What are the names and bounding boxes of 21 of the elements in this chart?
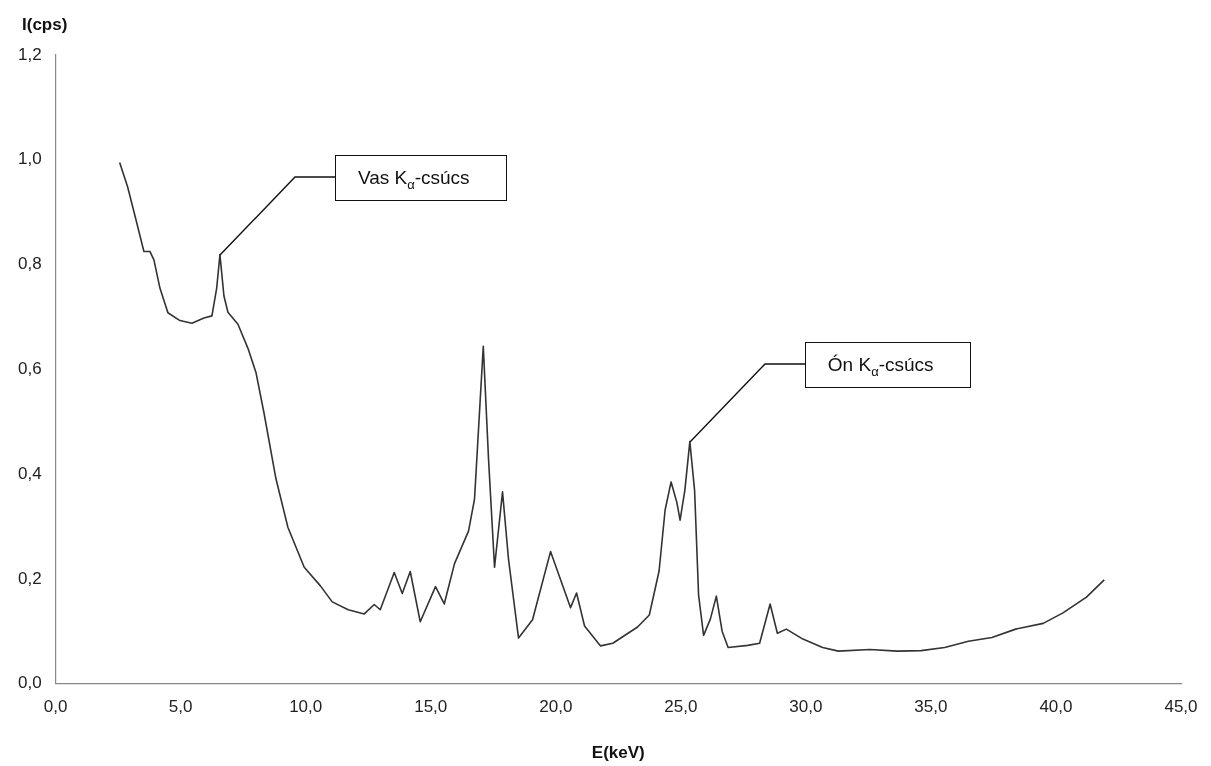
annotation: Vas K$_{α}$-csúcs [334,154,507,201]
y-tick-label: 0,0 [17,673,42,693]
y-tick-label: 0,8 [17,254,42,274]
x-tick-label: 10,0 [289,697,323,717]
x-tick-label: 30,0 [789,697,823,717]
annotation: Ón K$_{α}$-csúcs [804,341,971,388]
y-tick-label: 0,6 [17,358,42,378]
y-tick-label: 0,2 [17,568,42,588]
x-tick-label: 0,0 [43,697,68,717]
x-tick-label: 45,0 [1164,697,1198,717]
y-tick-label: 1,0 [17,149,42,169]
y-axis-title: I(cps) [22,15,68,34]
x-tick-label: 35,0 [914,697,948,717]
x-tick-label: 5,0 [168,697,193,717]
x-tick-label: 15,0 [414,697,448,717]
x-tick-label: 20,0 [539,697,573,717]
y-tick-label: 1,2 [17,44,42,64]
x-axis-title: E(keV) [591,743,645,762]
x-tick-label: 25,0 [664,697,698,717]
y-tick-label: 0,4 [17,463,42,483]
x-tick-label: 40,0 [1039,697,1073,717]
